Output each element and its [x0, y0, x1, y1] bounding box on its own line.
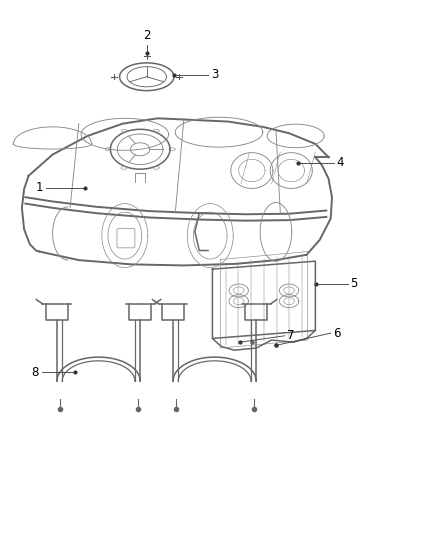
Text: 4: 4 — [336, 156, 344, 169]
Text: 1: 1 — [35, 181, 43, 194]
Text: 7: 7 — [287, 329, 294, 342]
Text: 6: 6 — [333, 327, 340, 340]
Text: 5: 5 — [350, 277, 358, 290]
Text: 2: 2 — [143, 29, 151, 42]
Text: 3: 3 — [211, 68, 219, 81]
Text: 8: 8 — [31, 366, 39, 378]
